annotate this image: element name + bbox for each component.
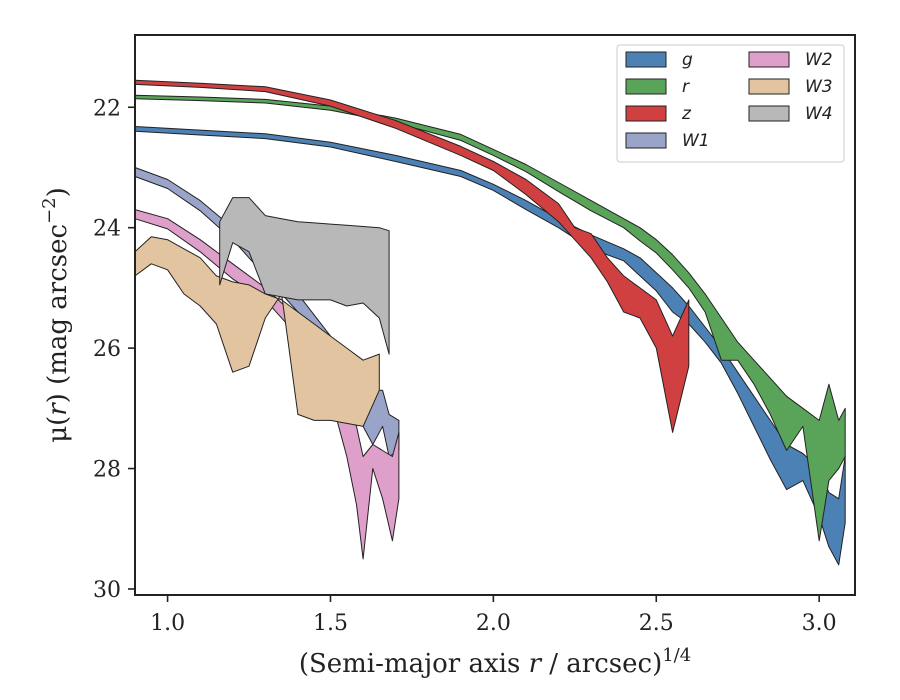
x-tick-label: 2.5 xyxy=(639,611,674,636)
axis-ticks: 1.0 1.5 2.0 2.5 3.0 22 24 26 28 30 xyxy=(93,96,837,636)
legend-label-w2: W2 xyxy=(805,50,833,70)
x-axis-label-variable: r xyxy=(529,649,543,679)
x-axis-label: (Semi-major axis r / arcsec)1/4 xyxy=(299,645,691,679)
x-tick-label: 2.0 xyxy=(476,611,511,636)
legend-swatch-r xyxy=(625,78,667,95)
legend: grz W1 W2 W3 W4 xyxy=(616,44,845,163)
legend-swatch-g xyxy=(625,51,667,68)
legend-swatch-w1 xyxy=(625,132,667,149)
y-tick-label: 30 xyxy=(93,578,121,603)
legend-label-r: r xyxy=(682,77,690,97)
legend-swatch-w3 xyxy=(748,78,790,95)
x-axis-label-main: (Semi-major axis xyxy=(299,649,529,679)
legend-label-w1: W1 xyxy=(682,131,710,151)
y-tick-label: 24 xyxy=(93,217,121,242)
y-axis-label-tail: ) (mag arcsec xyxy=(43,224,73,403)
plot-area xyxy=(134,79,846,566)
x-axis-label-exponent: 1/4 xyxy=(662,645,691,666)
series-band-z xyxy=(134,79,690,433)
legend-label-g: g xyxy=(682,50,693,70)
legend-swatch-w4 xyxy=(748,105,790,122)
y-axis-label-variable: r xyxy=(43,402,73,416)
legend-label-w3: W3 xyxy=(805,77,833,97)
y-tick-label: 28 xyxy=(93,458,121,483)
legend-swatch-z xyxy=(625,105,667,122)
y-axis-label-exponent: −2 xyxy=(39,197,60,224)
y-axis-label-close: ) xyxy=(43,187,73,197)
y-tick-label: 26 xyxy=(93,337,121,362)
y-axis-label: μ(r) (mag arcsec−2) xyxy=(39,187,73,443)
x-axis-label-tail: / arcsec) xyxy=(541,649,662,679)
plot-frame xyxy=(134,34,856,596)
series-band-r xyxy=(134,94,846,542)
x-tick-label: 3.0 xyxy=(802,611,837,636)
series-band-w4 xyxy=(219,197,390,355)
legend-frame xyxy=(616,44,845,163)
y-axis-label-main: μ( xyxy=(43,416,73,443)
x-tick-label: 1.0 xyxy=(150,611,185,636)
x-tick-label: 1.5 xyxy=(313,611,348,636)
legend-label-z: z xyxy=(681,104,692,124)
y-tick-label: 22 xyxy=(93,96,121,121)
legend-swatch-w2 xyxy=(748,51,790,68)
legend-label-w4: W4 xyxy=(805,104,833,124)
